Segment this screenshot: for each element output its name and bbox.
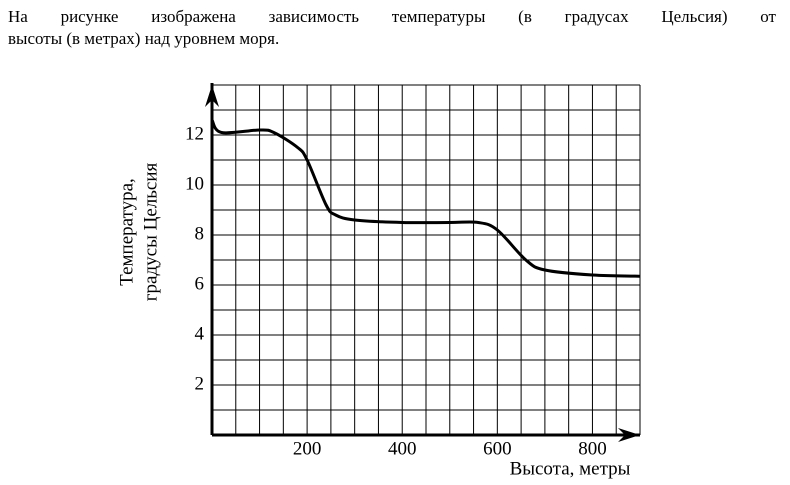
y-tick-label: 6 xyxy=(195,273,205,294)
x-tick-label: 800 xyxy=(578,438,607,459)
x-tick-label: 200 xyxy=(293,438,322,459)
intro-line: высоты (в метрах) над уровнем моря. xyxy=(8,29,280,48)
intro-line: На рисунке изображена зависимость темпер… xyxy=(8,7,776,26)
data-line xyxy=(210,119,641,278)
y-tick-label: 2 xyxy=(195,373,205,394)
y-tick-label: 8 xyxy=(195,223,205,244)
y-axis-label: Температура, градусы Цельсия xyxy=(116,162,161,301)
x-tick-label: 600 xyxy=(483,438,512,459)
y-tick-label: 4 xyxy=(195,323,205,344)
x-axis-label: Высота, метры xyxy=(510,458,631,479)
y-axis-label-line: Температура, xyxy=(116,178,137,286)
y-tick-label: 10 xyxy=(185,173,204,194)
x-axis-arrow xyxy=(618,428,640,442)
y-tick-label: 12 xyxy=(185,123,204,144)
y-axis-label-line: градусы Цельсия xyxy=(140,162,161,301)
y-axis-arrow xyxy=(205,85,219,107)
x-tick-label: 400 xyxy=(388,438,417,459)
intro-text: На рисунке изображена зависимость темпер… xyxy=(8,6,776,50)
